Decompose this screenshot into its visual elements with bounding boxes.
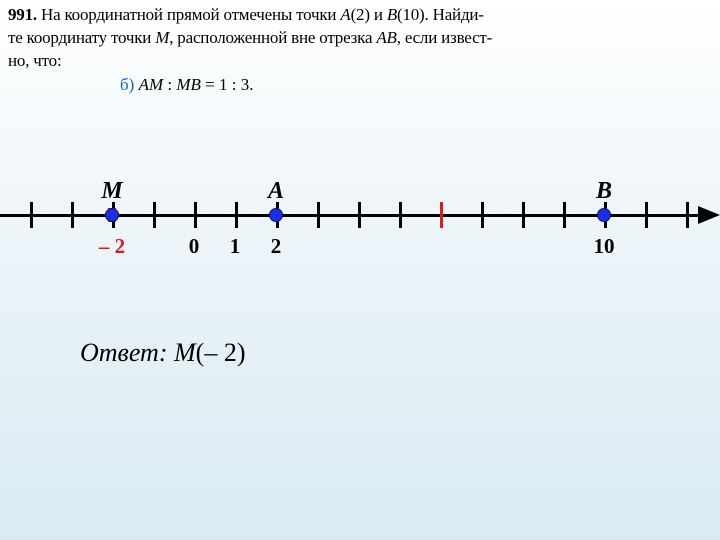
answer-value: (– 2) [196,338,246,367]
point-a: A [340,5,350,24]
ratio-eq: = 1 : 3. [201,75,254,94]
ratio-prefix: б) [120,75,139,94]
answer-m: M [174,338,196,367]
tick [481,202,484,228]
axis-label: 1 [230,234,241,259]
problem-text-4: , расположенной вне отрезка [169,28,376,47]
point-value-b: 10 [594,234,615,259]
problem-statement: 991. На координатной прямой отмечены точ… [0,0,720,73]
tick [30,202,33,228]
point-label-a: A [268,178,284,205]
answer-label: Ответ: [80,338,174,367]
tick [153,202,156,228]
and: и [370,5,387,24]
axis-label: 0 [189,234,200,259]
tick-red [440,202,443,228]
axis-arrow [698,206,720,224]
ratio-mb: MB [176,75,201,94]
point-a [269,208,283,222]
tick [399,202,402,228]
tick [645,202,648,228]
tick [686,202,689,228]
segment-ab: AB [376,28,396,47]
ratio-colon: : [163,75,176,94]
point-b-val: (10). [397,5,429,24]
problem-text-1: На координатной прямой отмечены точки [41,5,340,24]
point-a-val: (2) [351,5,370,24]
point-b [597,208,611,222]
tick [71,202,74,228]
tick [358,202,361,228]
number-line: 01M– 2A2B10 [0,190,720,310]
point-label-m: M [101,178,122,205]
point-value-a: 2 [271,234,282,259]
point-m [105,208,119,222]
tick [563,202,566,228]
problem-number: 991. [8,5,37,24]
point-value-m: – 2 [99,234,125,259]
tick [194,202,197,228]
point-label-b: B [596,178,612,205]
point-b: B [387,5,397,24]
problem-text-5: , если извест- [397,28,492,47]
tick [522,202,525,228]
problem-text-3: те координату точки [8,28,155,47]
ratio-line: б) AM : MB = 1 : 3. [0,75,720,95]
problem-text-2: Найди- [429,5,484,24]
problem-text-6: но, что: [8,51,61,70]
tick [317,202,320,228]
point-m: M [155,28,169,47]
ratio-am: AM [139,75,164,94]
tick [235,202,238,228]
answer: Ответ: M(– 2) [80,338,245,368]
